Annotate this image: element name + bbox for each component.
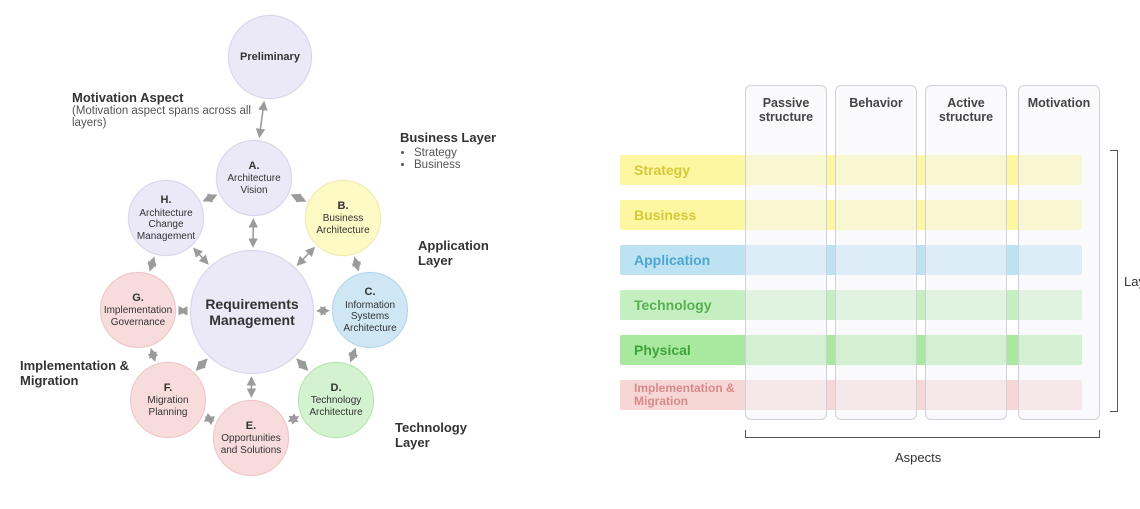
layers-axis-label: Layers (1124, 274, 1140, 289)
node-h: H.Architecture Change Management (128, 180, 204, 256)
annot-business: Business LayerStrategyBusiness (400, 130, 496, 171)
phase-code: C. (365, 286, 376, 299)
aspect-behavior: Behavior (835, 85, 917, 420)
node-f: F.Migration Planning (130, 362, 206, 438)
phase-label: Implementation Governance (100, 305, 176, 328)
adm-cycle-diagram: Requirements ManagementPreliminaryA.Arch… (0, 0, 560, 509)
archimate-framework-matrix: StrategyBusinessApplicationTechnologyPhy… (620, 0, 1140, 509)
phase-label: Technology Architecture (299, 395, 373, 418)
aspect-active-structure: Active structure (925, 85, 1007, 420)
phase-label: Information Systems Architecture (333, 300, 407, 335)
phase-label: Architecture Vision (217, 173, 291, 196)
phase-code: G. (132, 292, 144, 305)
node-c: C.Information Systems Architecture (332, 272, 408, 348)
annot-technology: Technology Layer (395, 420, 485, 450)
phase-code: H. (161, 194, 172, 207)
node-d: D.Technology Architecture (298, 362, 374, 438)
phase-code: B. (338, 200, 349, 213)
phase-code: D. (331, 382, 342, 395)
phase-label: Business Architecture (306, 213, 380, 236)
aspect-passive-structure: Passive structure (745, 85, 827, 420)
node-a: A.Architecture Vision (216, 140, 292, 216)
node-g: G.Implementation Governance (100, 272, 176, 348)
aspect-motivation: Motivation (1018, 85, 1100, 420)
aspects-axis-label: Aspects (895, 450, 941, 465)
center-requirements: Requirements Management (190, 250, 314, 374)
phase-label: Requirements Management (191, 296, 313, 328)
annot-motivation: Motivation Aspect(Motivation aspect span… (72, 90, 252, 129)
node-e: E.Opportunities and Solutions (213, 400, 289, 476)
phase-code: A. (249, 160, 260, 173)
node-b: B.Business Architecture (305, 180, 381, 256)
annot-application: Application Layer (418, 238, 508, 268)
node-preliminary: Preliminary (228, 15, 312, 99)
phase-code: F. (164, 382, 173, 395)
phase-code: E. (246, 420, 256, 433)
aspects-bracket (745, 430, 1100, 438)
layers-bracket (1110, 150, 1118, 412)
phase-label: Opportunities and Solutions (214, 433, 288, 456)
phase-label: Migration Planning (131, 395, 205, 418)
phase-label: Preliminary (236, 51, 304, 64)
annot-implementation: Implementation & Migration (20, 358, 140, 388)
phase-label: Architecture Change Management (129, 208, 203, 243)
